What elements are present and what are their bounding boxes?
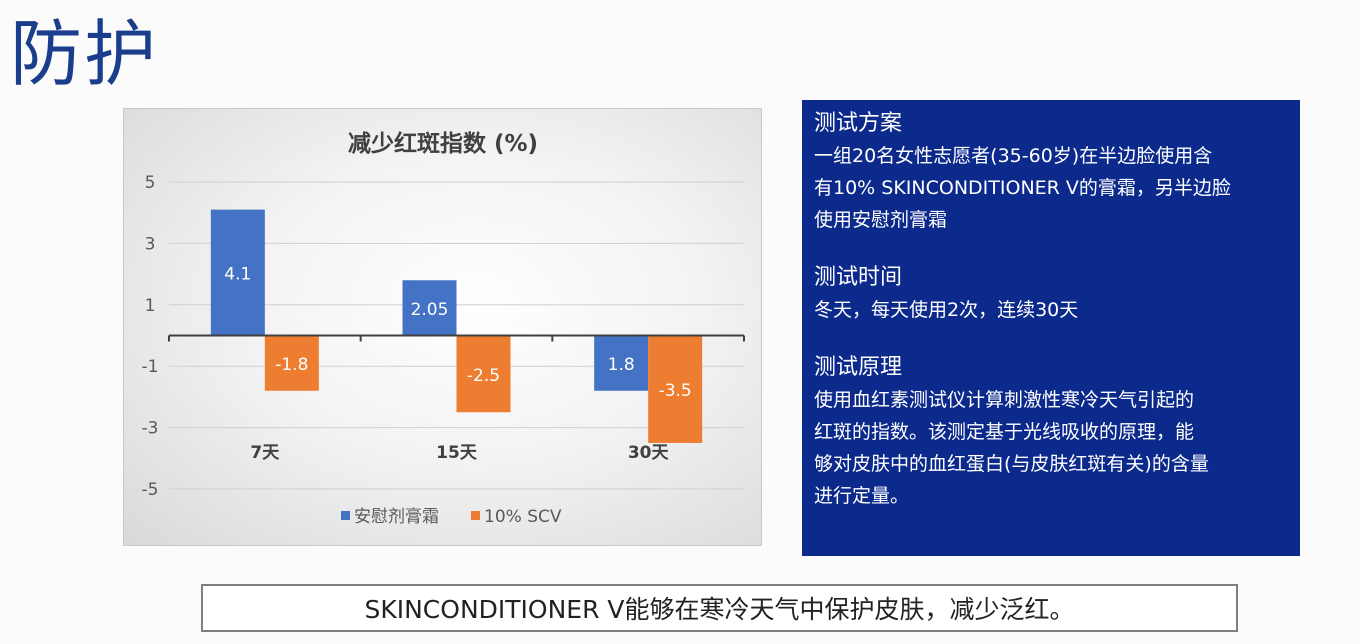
info-section-time: 测试时间 冬天，每天使用2次，连续30天	[814, 262, 1290, 326]
section-body-line: 进行定量。	[814, 485, 910, 507]
y-tick-label: 3	[145, 234, 156, 254]
section-body-line: 使用血红素测试仪计算刺激性寒冷天气引起的	[814, 389, 1195, 411]
bar-placebo	[402, 280, 457, 336]
info-section-plan: 测试方案 一组20名女性志愿者(35-60岁)在半边脸使用含 有10% SKIN…	[814, 108, 1290, 236]
section-body-line: 一组20名女性志愿者(35-60岁)在半边脸使用含	[814, 145, 1213, 167]
chart-title: 减少红斑指数 (%)	[348, 130, 538, 157]
info-section-principle: 测试原理 使用血红素测试仪计算刺激性寒冷天气引起的 红斑的指数。该测定基于光线吸…	[814, 352, 1290, 512]
section-body-line: 有10% SKINCONDITIONER V的膏霜，另半边脸	[814, 177, 1231, 199]
section-body-line: 红斑的指数。该测定基于光线吸收的原理，能	[814, 421, 1195, 443]
legend-swatch	[471, 511, 480, 520]
x-tick-label: 7天	[250, 443, 280, 463]
data-label: -1.8	[275, 355, 308, 375]
y-tick-label: -5	[142, 480, 159, 500]
legend-entry: 安慰剂膏霜	[354, 506, 439, 527]
data-label: 4.1	[224, 265, 251, 285]
y-tick-label: -3	[142, 419, 159, 439]
bar-scv	[648, 335, 703, 443]
legend-entry: 10% SCV	[484, 507, 562, 527]
data-label: 2.05	[411, 300, 449, 320]
x-tick-label: 15天	[436, 443, 478, 463]
y-tick-label: 5	[145, 173, 156, 193]
bar-scv	[456, 335, 511, 413]
y-tick-label: -1	[142, 357, 159, 377]
bar-placebo	[210, 209, 265, 336]
legend-swatch	[341, 511, 350, 520]
chart-panel: 减少红斑指数 (%) 5 3 1 -1 -3 -5 4.1 -1.8 7天 2.05 -2.5 15天 1…	[123, 108, 762, 546]
test-info-panel: 测试方案 一组20名女性志愿者(35-60岁)在半边脸使用含 有10% SKIN…	[802, 100, 1300, 556]
x-tick-label: 30天	[628, 443, 670, 463]
section-body-line: 够对皮肤中的血红蛋白(与皮肤红斑有关)的含量	[814, 453, 1209, 475]
section-title: 测试方案	[814, 111, 903, 136]
y-tick-label: 1	[145, 296, 156, 316]
summary-banner: SKINCONDITIONER V能够在寒冷天气中保护皮肤，减少泛红。	[201, 584, 1238, 632]
section-title: 测试时间	[814, 265, 903, 290]
section-body-line: 使用安慰剂膏霜	[814, 209, 948, 231]
page-title: 防护	[10, 12, 159, 96]
bar-placebo	[594, 335, 649, 391]
bar-scv	[264, 335, 319, 391]
data-label: -2.5	[467, 366, 500, 386]
section-title: 测试原理	[814, 355, 903, 380]
data-label: -3.5	[659, 381, 692, 401]
section-body-line: 冬天，每天使用2次，连续30天	[814, 299, 1079, 321]
bar-chart: 减少红斑指数 (%) 5 3 1 -1 -3 -5 4.1 -1.8 7天 2.05 -2.5 15天 1…	[142, 130, 745, 527]
data-label: 1.8	[608, 355, 635, 375]
